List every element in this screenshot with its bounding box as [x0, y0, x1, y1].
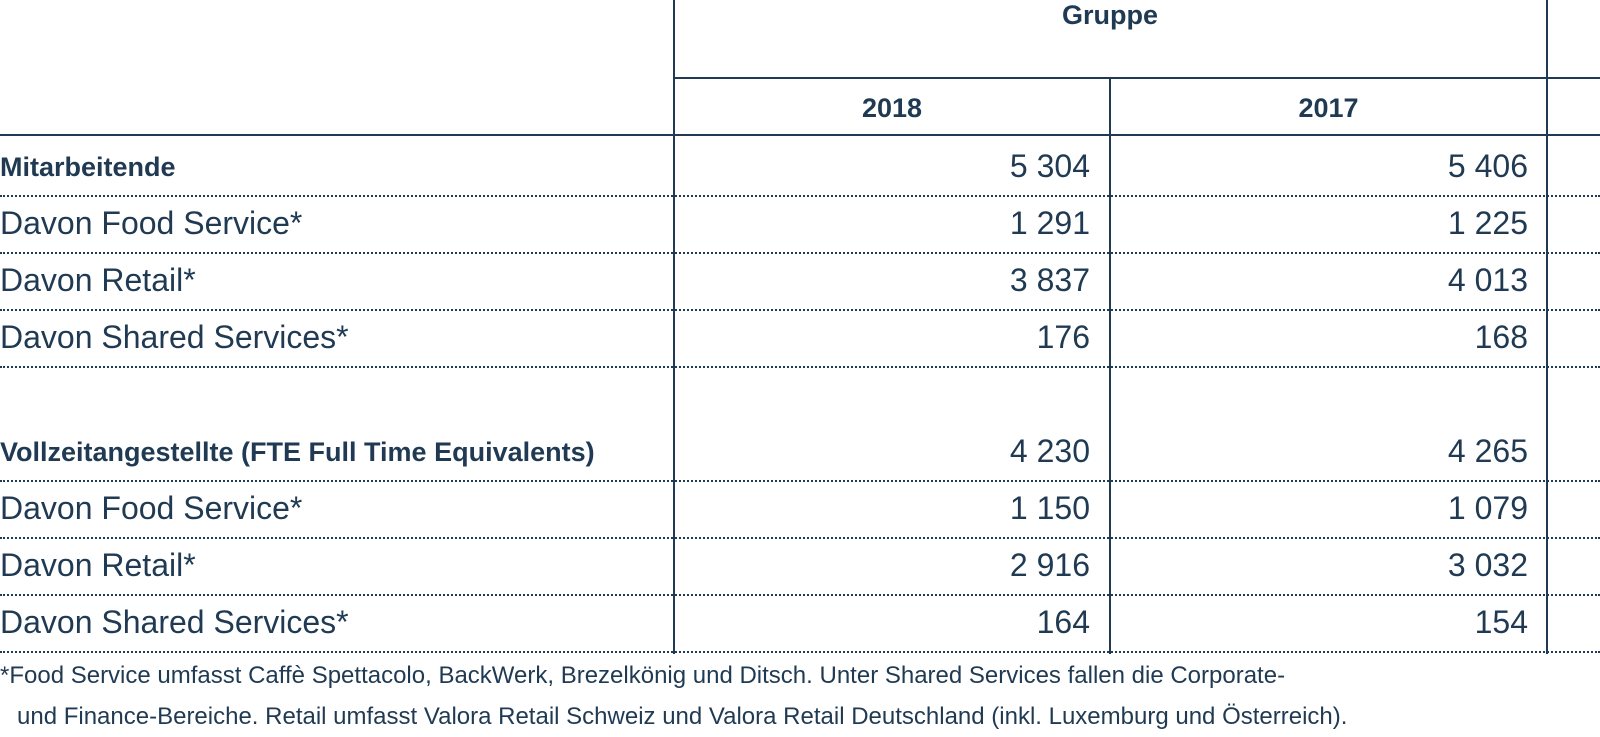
column-divider-right — [1546, 0, 1548, 654]
row-label: Davon Retail* — [0, 547, 196, 583]
row-divider — [0, 480, 1600, 482]
table-row: Davon Shared Services* 164 154 — [0, 592, 1600, 648]
value-2017: 3 032 — [1447, 547, 1528, 583]
group-header: Gruppe — [1061, 0, 1158, 30]
value-2018: 1 150 — [1009, 490, 1090, 526]
row-label: Davon Shared Services* — [0, 319, 349, 355]
year-header-2017: 2017 — [1298, 93, 1359, 123]
row-label: Mitarbeitende — [0, 152, 176, 182]
value-2017: 168 — [1474, 319, 1528, 355]
value-2017: 4 013 — [1447, 262, 1528, 298]
header-bottom-rule — [0, 134, 1600, 136]
value-2018: 5 304 — [1009, 148, 1090, 184]
table-row: Davon Retail* 3 837 4 013 — [0, 250, 1600, 306]
row-divider — [0, 195, 1600, 197]
row-divider — [0, 252, 1600, 254]
value-2018: 4 230 — [1009, 433, 1090, 469]
row-divider — [0, 537, 1600, 539]
table-row: Davon Food Service* 1 291 1 225 — [0, 193, 1600, 249]
row-label: Vollzeitangestellte (FTE Full Time Equiv… — [0, 437, 595, 467]
value-2018: 176 — [1036, 319, 1090, 355]
value-2018: 164 — [1036, 604, 1090, 640]
row-divider — [0, 594, 1600, 596]
value-2017: 4 265 — [1447, 433, 1528, 469]
row-label: Davon Shared Services* — [0, 604, 349, 640]
value-2017: 5 406 — [1447, 148, 1528, 184]
value-2017: 154 — [1474, 604, 1528, 640]
value-2017: 1 225 — [1447, 205, 1528, 241]
column-divider-left — [673, 0, 675, 654]
table-row: Davon Shared Services* 176 168 — [0, 307, 1600, 363]
value-2017: 1 079 — [1447, 490, 1528, 526]
table-row: Davon Food Service* 1 150 1 079 — [0, 478, 1600, 534]
row-divider — [0, 651, 1600, 653]
year-header-2018: 2018 — [861, 93, 923, 123]
row-label: Davon Retail* — [0, 262, 196, 298]
footnote-line-2: und Finance-Bereiche. Retail umfasst Val… — [17, 703, 1348, 730]
table-row: Davon Retail* 2 916 3 032 — [0, 535, 1600, 591]
row-label: Davon Food Service* — [0, 205, 303, 241]
row-divider — [0, 366, 1600, 368]
value-2018: 1 291 — [1009, 205, 1090, 241]
row-label: Davon Food Service* — [0, 490, 303, 526]
table-row: Vollzeitangestellte (FTE Full Time Equiv… — [0, 421, 1600, 477]
row-divider — [0, 309, 1600, 311]
value-2018: 3 837 — [1009, 262, 1090, 298]
table-row: Mitarbeitende 5 304 5 406 — [0, 136, 1600, 192]
group-header-rule — [673, 77, 1600, 79]
value-2018: 2 916 — [1009, 547, 1090, 583]
footnote-line-1: *Food Service umfasst Caffè Spettacolo, … — [0, 662, 1286, 689]
